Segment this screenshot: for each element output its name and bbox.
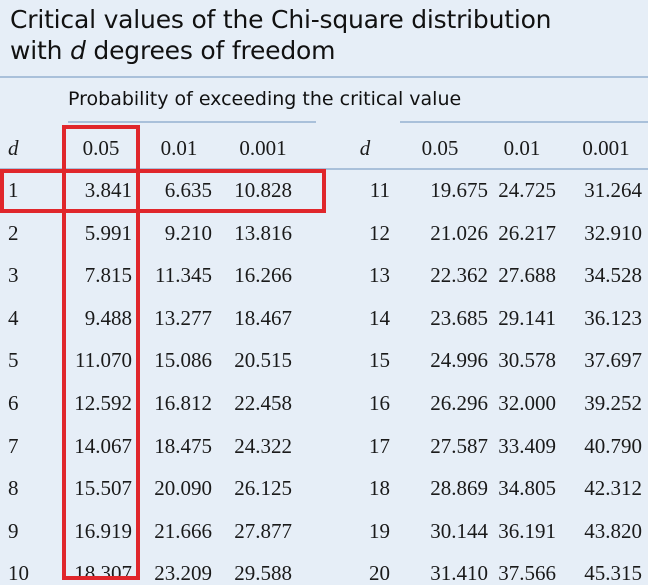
critical-value-cell: 23.685 [430, 305, 488, 330]
critical-value-cell: 29.588 [234, 561, 292, 585]
df-cell: 19 [369, 518, 390, 543]
df-cell: 11 [369, 178, 390, 202]
header-p-0.05-left: 0.05 [82, 136, 120, 160]
header-p-0.001-left: 0.001 [239, 136, 287, 160]
critical-value-cell: 13.277 [154, 305, 212, 330]
critical-value-cell: 9.488 [84, 305, 132, 330]
critical-value-cell: 30.578 [498, 348, 556, 373]
critical-value-cell: 29.141 [498, 305, 556, 330]
df-cell: 6 [8, 391, 19, 415]
header-p-0.05-right: 0.05 [421, 136, 459, 160]
table-title: Critical values of the Chi-square distri… [10, 4, 640, 66]
critical-value-cell: 34.805 [498, 476, 556, 501]
critical-value-cell: 5.991 [84, 220, 132, 245]
critical-value-cell: 24.725 [498, 178, 556, 202]
df-cell: 14 [369, 305, 390, 330]
header-p-0.01-left: 0.01 [160, 136, 198, 160]
critical-value-cell: 9.210 [164, 220, 212, 245]
header-p-0.01-right: 0.01 [503, 136, 541, 160]
df-cell: 8 [8, 476, 19, 501]
critical-value-cell: 27.688 [498, 263, 556, 288]
df-cell: 17 [369, 433, 390, 458]
header-d-right: d [359, 136, 371, 160]
critical-value-cell: 14.067 [74, 433, 132, 458]
critical-value-cell: 21.026 [430, 220, 488, 245]
df-cell: 9 [8, 518, 19, 543]
critical-value-cell: 22.362 [430, 263, 488, 288]
critical-value-cell: 36.123 [584, 305, 642, 330]
critical-value-cell: 16.919 [74, 518, 132, 543]
title-divider [0, 76, 648, 78]
critical-value-cell: 24.996 [430, 348, 488, 373]
subheading-rule-left [68, 121, 316, 123]
critical-value-cell: 42.312 [584, 476, 642, 501]
critical-value-cell: 43.820 [584, 518, 642, 543]
title-line-2-prefix: with [10, 36, 70, 65]
critical-value-cell: 23.209 [154, 561, 212, 585]
critical-value-cell: 3.841 [84, 178, 132, 202]
df-cell: 2 [8, 220, 19, 245]
critical-value-cell: 7.815 [84, 263, 132, 288]
critical-value-cell: 21.666 [154, 518, 212, 543]
df-cell: 4 [8, 305, 19, 330]
highlight-row-d1 [0, 169, 326, 213]
critical-value-cell: 6.635 [164, 178, 212, 202]
critical-value-cell: 26.296 [430, 391, 488, 415]
critical-value-cell: 33.409 [498, 433, 556, 458]
critical-value-cell: 31.264 [584, 178, 642, 202]
df-cell: 10 [8, 561, 29, 585]
critical-value-cell: 36.191 [498, 518, 556, 543]
critical-value-cell: 40.790 [584, 433, 642, 458]
critical-value-cell: 19.675 [430, 178, 488, 202]
critical-value-cell: 18.475 [154, 433, 212, 458]
title-variable-d: d [70, 36, 86, 65]
subheading-rule-right [400, 121, 648, 123]
critical-value-cell: 34.528 [584, 263, 642, 288]
critical-value-cell: 27.877 [234, 518, 292, 543]
critical-value-cell: 30.144 [430, 518, 488, 543]
critical-value-cell: 24.322 [234, 433, 292, 458]
critical-value-cell: 37.566 [498, 561, 556, 585]
critical-value-cell: 12.592 [74, 391, 132, 415]
critical-value-cell: 20.515 [234, 348, 292, 373]
title-line-1: Critical values of the Chi-square distri… [10, 5, 552, 34]
critical-value-cell: 15.086 [154, 348, 212, 373]
critical-value-cell: 39.252 [584, 391, 642, 415]
critical-value-cell: 28.869 [430, 476, 488, 501]
df-cell: 7 [8, 433, 19, 458]
df-cell: 13 [369, 263, 390, 288]
critical-value-cell: 26.217 [498, 220, 556, 245]
title-line-2-suffix: degrees of freedom [85, 36, 336, 65]
df-cell: 15 [369, 348, 390, 373]
critical-value-cell: 20.090 [154, 476, 212, 501]
critical-value-cell: 27.587 [430, 433, 488, 458]
probability-subheading: Probability of exceeding the critical va… [68, 88, 462, 110]
title-line-2: with d degrees of freedom [10, 35, 640, 66]
df-cell: 3 [8, 263, 19, 288]
df-cell: 1 [8, 178, 19, 202]
critical-value-cell: 32.910 [584, 220, 642, 245]
df-cell: 18 [369, 476, 390, 501]
critical-value-cell: 26.125 [234, 476, 292, 501]
df-cell: 12 [369, 220, 390, 245]
header-d-left: d [8, 136, 19, 160]
critical-value-cell: 16.812 [154, 391, 212, 415]
critical-value-cell: 37.697 [584, 348, 642, 373]
df-cell: 5 [8, 348, 19, 373]
highlight-column-0.05 [62, 125, 140, 580]
df-cell: 16 [369, 391, 390, 415]
df-cell: 20 [369, 561, 390, 585]
critical-value-cell: 13.816 [234, 220, 292, 245]
critical-value-cell: 45.315 [584, 561, 642, 585]
critical-value-cell: 22.458 [234, 391, 292, 415]
critical-value-cell: 32.000 [498, 391, 556, 415]
header-p-0.001-right: 0.001 [582, 136, 630, 160]
critical-value-cell: 11.345 [155, 263, 212, 288]
critical-value-cell: 10.828 [234, 178, 292, 202]
critical-value-cell: 15.507 [74, 476, 132, 501]
critical-value-cell: 16.266 [234, 263, 292, 288]
critical-value-cell: 31.410 [430, 561, 488, 585]
critical-value-cell: 11.070 [75, 348, 132, 373]
critical-value-cell: 18.467 [234, 305, 292, 330]
